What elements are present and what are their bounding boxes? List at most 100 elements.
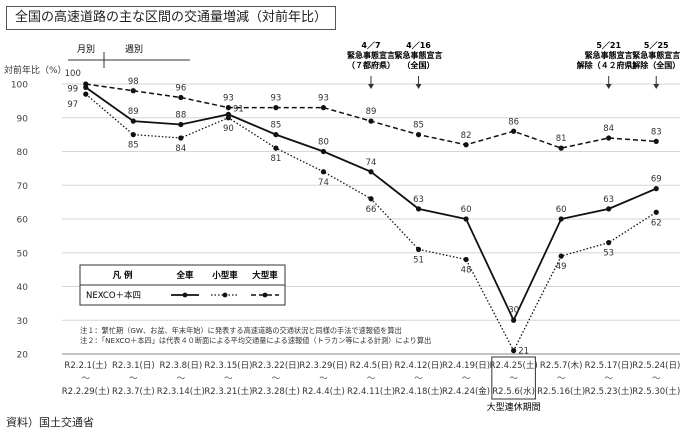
legend-marker [222,292,228,298]
data-label: 93 [271,94,282,104]
legend-series-name: 小型車 [211,270,238,281]
data-label: 100 [65,69,81,79]
data-label: 66 [366,205,377,215]
data-point [558,216,564,222]
data-label: 80 [318,138,329,148]
data-point [415,206,422,212]
data-point [178,94,184,101]
data-label: 63 [413,195,424,205]
data-point [178,135,184,141]
x-tick-tilde: ～ [509,374,518,384]
data-point [606,206,612,212]
data-label: 21 [518,347,529,357]
period-label-weekly: 週別 [125,44,143,55]
event-annotation-line: 4／16 [406,40,431,50]
data-point [606,240,612,246]
y-tick-label: 100 [11,81,28,91]
data-point [273,145,279,151]
data-label: 98 [128,77,139,87]
data-point [511,128,517,134]
data-label: 99 [67,84,78,94]
data-label: 84 [175,144,186,154]
data-point [463,256,469,263]
footnote: 注１：繁忙期（GW、お盆、年末年始）に発表する高速道路の交通状況と同様の手法で速… [80,326,402,335]
x-tick-label-start: R2.4.5(日) [350,361,393,371]
x-tick-tilde: ～ [462,374,471,384]
x-tick-label-end: R2.4.11(土) [347,386,395,397]
data-point [653,138,659,144]
event-arrow-head [368,84,374,89]
x-tick-label-start: R2.5.24(日) [632,361,680,371]
x-tick-label-start: R2.3.22(日) [252,361,300,371]
x-tick-label-end: R2.5.30(土) [632,386,680,397]
data-label: 60 [556,205,567,215]
y-tick-label: 50 [17,249,29,259]
event-annotation-line: 4／7 [361,40,380,50]
event-arrow-head [653,84,660,89]
x-tick-label-start: R2.3.15(日) [204,361,252,371]
x-tick-label-end: R2.4.24(金) [442,386,490,397]
data-point [320,169,327,175]
event-annotation-line: 緊急事態宣言 [585,50,633,60]
data-label: 48 [461,266,472,276]
x-tick-tilde: ～ [604,374,613,384]
x-tick-tilde: ～ [652,374,661,384]
data-label: 89 [366,107,377,117]
x-tick-label-end: R2.3.14(土) [157,386,205,397]
data-point [368,169,374,175]
data-label: 85 [413,121,424,131]
x-tick-tilde: ～ [414,374,423,384]
data-point [320,148,327,155]
x-tick-label-start: R2.4.19(日) [442,361,490,371]
x-tick-label-start: R2.3.1(日) [112,361,155,371]
x-tick-label-end: R2.5.16(土) [537,386,585,397]
y-tick-label: 80 [17,148,29,158]
data-label: 51 [413,255,424,265]
x-tick-label-end: R2.5.23(土) [585,386,633,397]
data-point [368,118,374,124]
y-axis-label: 対前年比（%） [4,64,67,76]
data-label: 63 [603,195,614,205]
data-label: 93 [223,94,234,104]
data-point [415,246,422,252]
data-label: 84 [603,124,614,134]
series-line-dotted [85,93,657,353]
x-tick-label-start: R2.3.8(日) [160,361,203,371]
event-annotation-line: 5／25 [644,40,669,50]
data-label: 91 [233,104,244,114]
x-tick-tilde: ～ [177,374,186,384]
data-label: 83 [651,127,662,137]
x-tick-tilde: ～ [82,374,91,384]
data-point [653,209,659,215]
data-point [368,196,374,202]
data-point [320,105,327,111]
event-annotation-line: （７都府県） [347,60,395,70]
x-tick-label-end: R2.4.4(土) [302,386,345,397]
data-label: 90 [223,124,234,134]
x-tick-tilde: ～ [367,374,376,384]
data-label: 88 [175,111,186,121]
legend-header: 凡 例 [113,270,133,281]
y-tick-label: 40 [17,283,29,293]
event-annotation-line: 解除（全国） [632,60,680,70]
data-point [415,132,422,138]
x-tick-label-end: R2.5.6(水) [492,386,535,397]
data-label: 74 [366,158,377,168]
event-annotation-line: （全国） [403,60,435,70]
data-point [130,88,136,94]
y-tick-label: 70 [17,182,29,192]
data-label: 89 [128,107,139,117]
data-point [83,91,89,97]
legend-marker [262,292,268,298]
holiday-label: 大型連休期間 [487,401,541,413]
event-annotation-line: 緊急事態宣言 [632,50,680,60]
event-annotation-line: 緊急事態宣言 [395,50,443,60]
data-point [273,132,279,138]
data-label: 85 [271,121,282,131]
data-label: 82 [461,131,472,141]
x-tick-label-end: R2.3.21(土) [204,386,252,397]
x-tick-tilde: ～ [129,374,138,384]
data-point [558,253,564,259]
x-tick-label-start: R2.2.1(土) [64,360,107,371]
holiday-highlight-box [491,356,536,400]
